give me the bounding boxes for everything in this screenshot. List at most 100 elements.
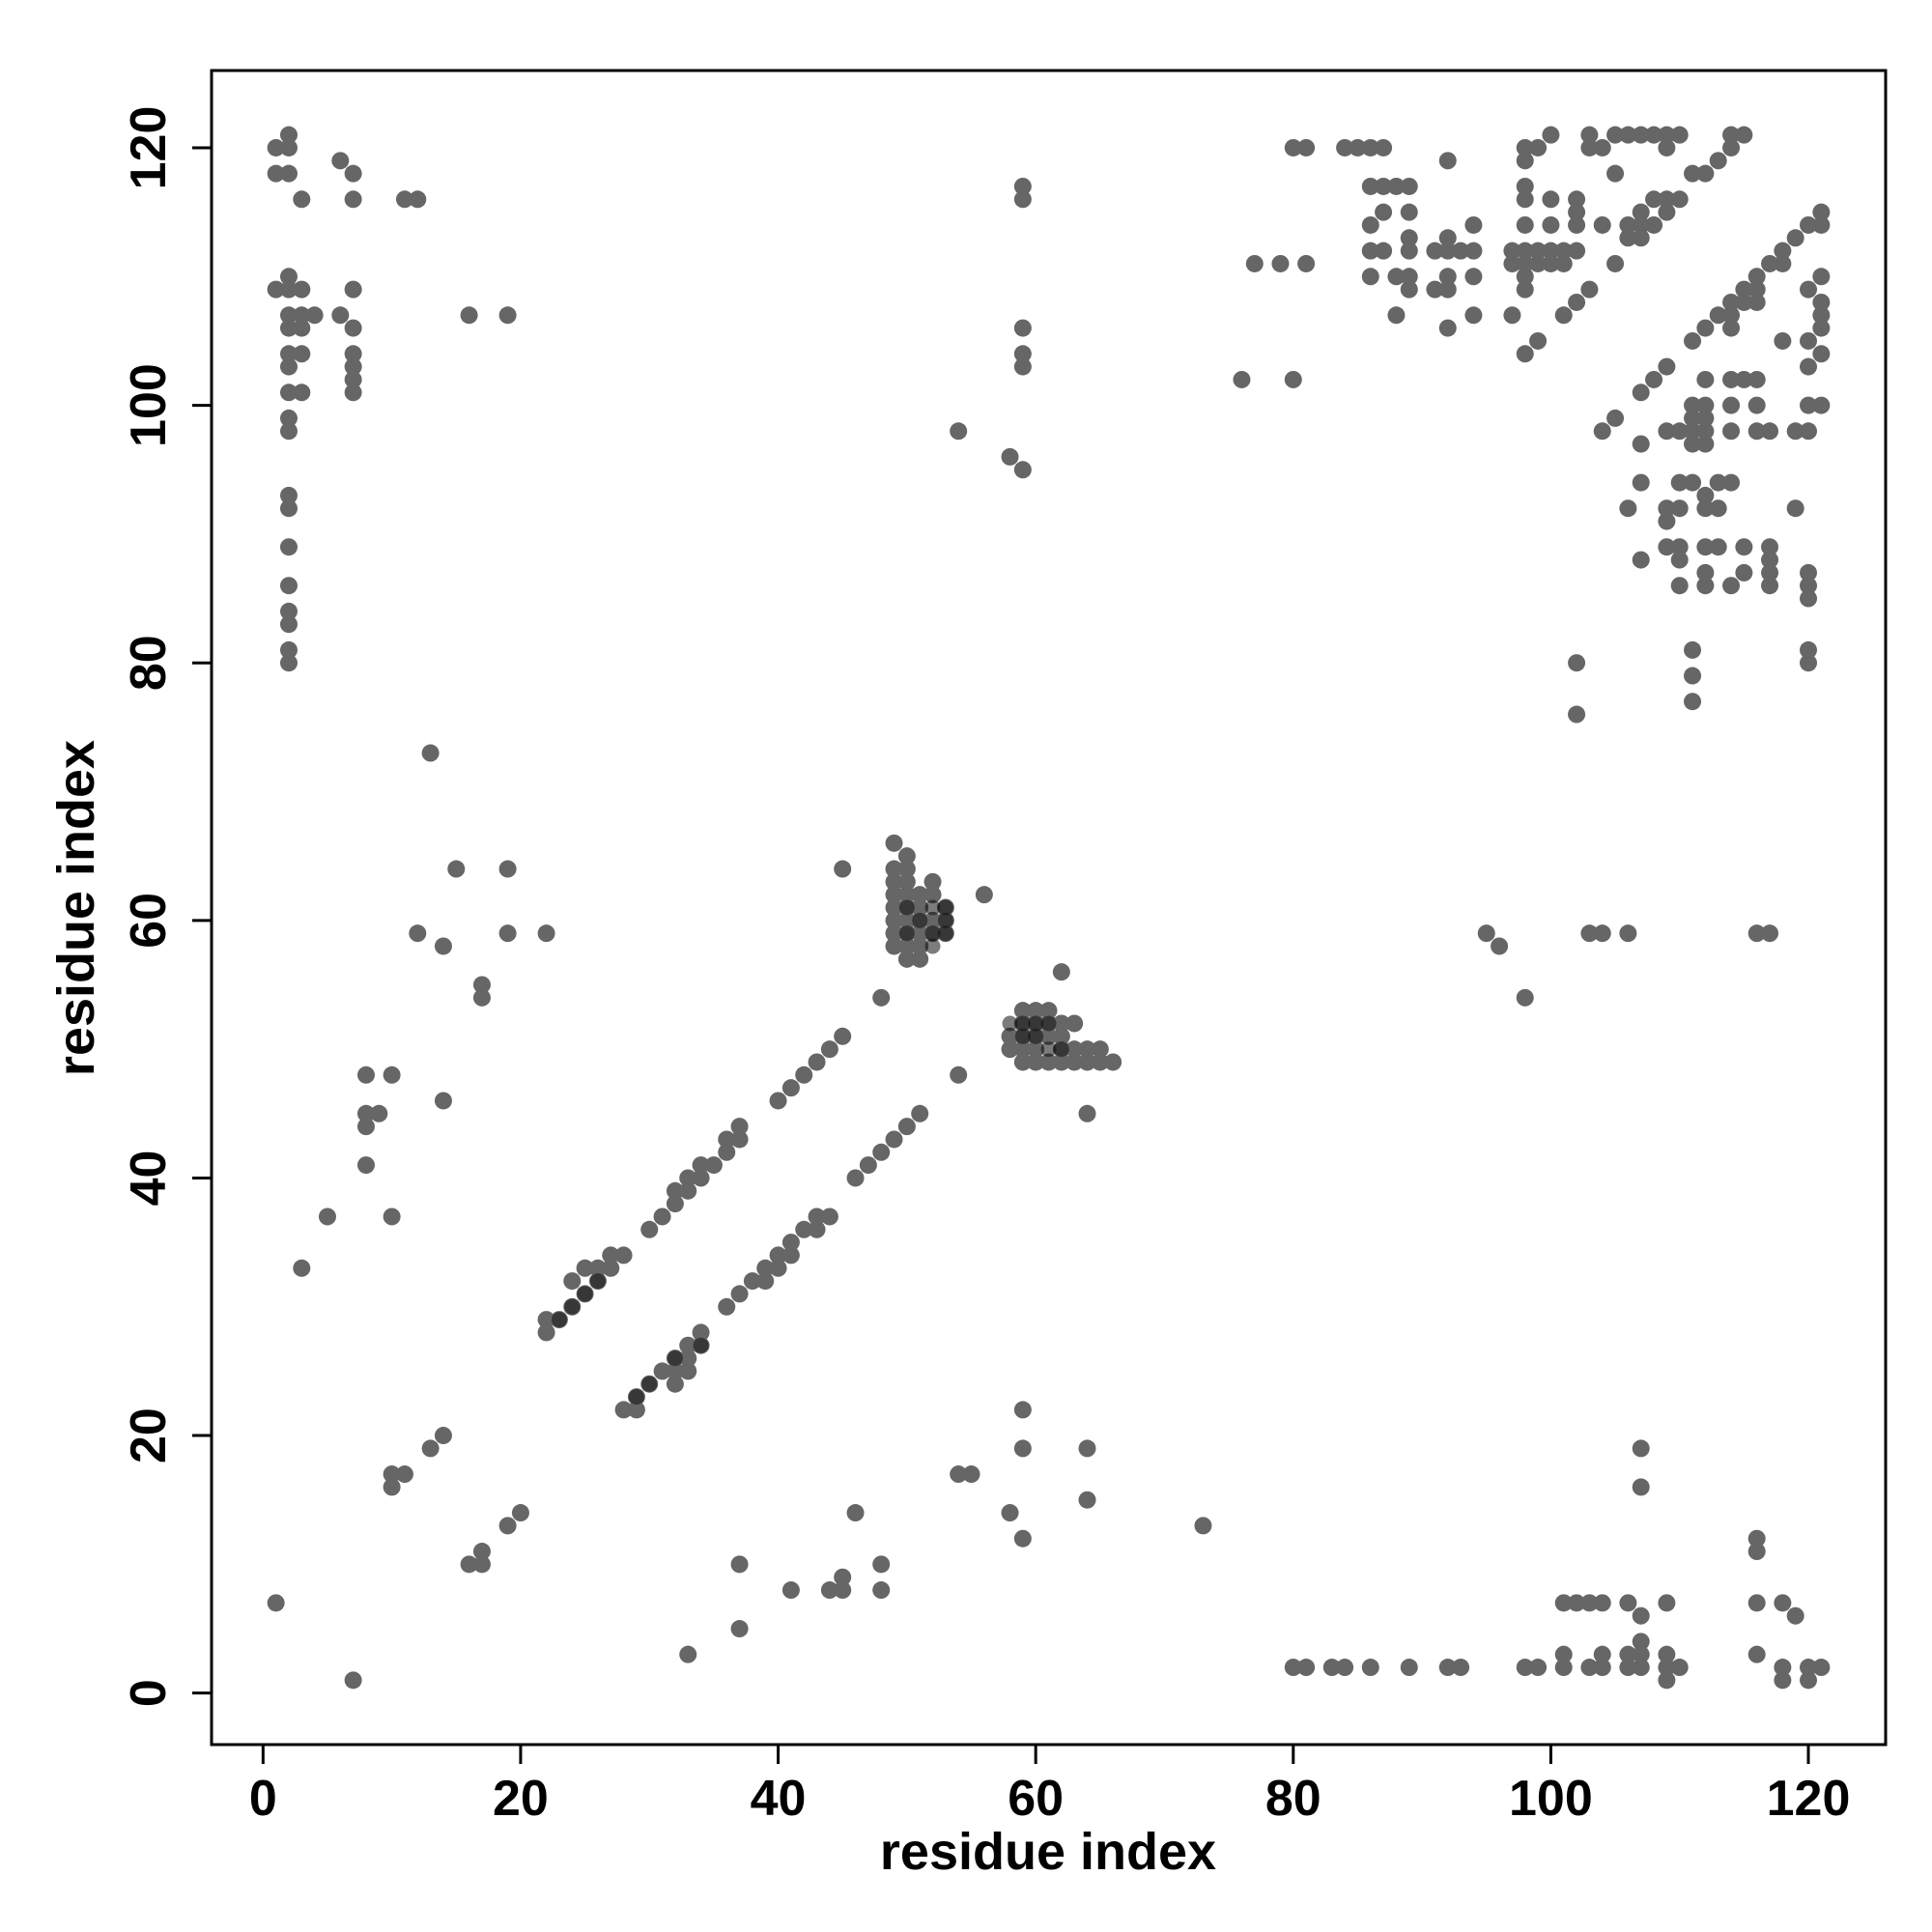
contact-point bbox=[1684, 422, 1702, 440]
contact-point bbox=[370, 1104, 388, 1122]
contact-point bbox=[1516, 254, 1534, 272]
contact-point bbox=[614, 1246, 633, 1264]
contact-point bbox=[1619, 1645, 1637, 1663]
contact-point bbox=[923, 886, 942, 904]
contact-point bbox=[1503, 254, 1521, 272]
contact-point bbox=[1438, 242, 1457, 260]
contact-point bbox=[1774, 242, 1792, 260]
contact-point bbox=[1800, 422, 1818, 440]
contact-point bbox=[1709, 538, 1727, 556]
contact-point bbox=[1542, 190, 1560, 209]
contact-point bbox=[1632, 1659, 1650, 1677]
contact-point bbox=[1297, 1659, 1316, 1677]
contact-point bbox=[331, 152, 350, 170]
plot-area bbox=[210, 69, 1888, 1747]
contact-point bbox=[1529, 242, 1548, 260]
contact-point bbox=[1696, 538, 1715, 556]
contact-point bbox=[279, 319, 298, 337]
contact-point bbox=[781, 1581, 800, 1600]
contact-point bbox=[434, 937, 452, 955]
contact-point bbox=[279, 126, 298, 144]
contact-point bbox=[1747, 422, 1766, 440]
contact-point bbox=[1800, 1659, 1818, 1677]
contact-point bbox=[1426, 242, 1444, 260]
contact-point bbox=[1568, 705, 1586, 724]
contact-point bbox=[1438, 229, 1457, 247]
contact-point bbox=[1747, 268, 1766, 286]
contact-point bbox=[1632, 1439, 1650, 1458]
contact-point bbox=[730, 1118, 749, 1136]
contact-point bbox=[1375, 138, 1393, 156]
contact-point bbox=[409, 190, 427, 209]
contact-point bbox=[267, 280, 285, 298]
contact-point bbox=[1761, 924, 1779, 943]
contact-point bbox=[1747, 1529, 1766, 1548]
contact-point bbox=[1568, 215, 1586, 234]
contact-point bbox=[1684, 693, 1702, 711]
contact-point bbox=[279, 164, 298, 183]
y-axis: 0 20 40 60 80 100 120 bbox=[121, 106, 213, 1707]
contact-point bbox=[1013, 1040, 1032, 1059]
contact-point bbox=[1027, 1002, 1045, 1020]
contact-point bbox=[950, 1465, 968, 1484]
contact-point bbox=[293, 384, 311, 402]
contact-point bbox=[1812, 306, 1831, 325]
contact-point bbox=[1632, 435, 1650, 453]
contact-point bbox=[1670, 126, 1689, 144]
contact-point bbox=[1696, 486, 1715, 504]
contact-point bbox=[1542, 126, 1560, 144]
y-tick-label: 0 bbox=[121, 1679, 177, 1707]
contact-point bbox=[756, 1259, 775, 1277]
contact-point bbox=[1684, 435, 1702, 453]
contact-point bbox=[872, 1581, 891, 1600]
contact-point bbox=[1078, 1040, 1096, 1059]
contact-point bbox=[279, 138, 298, 156]
contact-point bbox=[1568, 242, 1586, 260]
contact-point bbox=[1593, 924, 1611, 943]
contact-point bbox=[279, 357, 298, 376]
dense-contact-point bbox=[1028, 1015, 1044, 1032]
contact-point bbox=[1800, 640, 1818, 659]
contact-point bbox=[1580, 1594, 1599, 1612]
contact-point bbox=[781, 1234, 800, 1252]
contact-point bbox=[344, 280, 362, 298]
contact-point bbox=[1013, 1439, 1032, 1458]
contact-point bbox=[1349, 138, 1367, 156]
contact-point bbox=[1696, 499, 1715, 518]
contact-point bbox=[679, 1336, 697, 1354]
contact-point bbox=[1065, 1040, 1084, 1059]
contact-point bbox=[1284, 1659, 1302, 1677]
contact-point bbox=[820, 1208, 838, 1226]
contact-point bbox=[846, 1504, 865, 1522]
contact-point bbox=[434, 1092, 452, 1110]
contact-point bbox=[1039, 1002, 1058, 1020]
contact-point bbox=[1747, 280, 1766, 298]
contact-point bbox=[472, 976, 491, 994]
contact-point bbox=[1568, 190, 1586, 209]
contact-point bbox=[704, 1156, 723, 1175]
contact-point bbox=[885, 860, 903, 878]
contact-point bbox=[1696, 435, 1715, 453]
contact-point bbox=[1761, 577, 1779, 595]
contact-point bbox=[1658, 190, 1676, 209]
x-tick-label: 0 bbox=[249, 1771, 277, 1827]
contact-point bbox=[1722, 396, 1741, 414]
contact-point bbox=[1297, 254, 1316, 272]
contact-point bbox=[614, 1401, 633, 1419]
contact-point bbox=[1722, 473, 1741, 492]
contact-point bbox=[1709, 306, 1727, 325]
contact-point bbox=[460, 306, 478, 325]
contact-point bbox=[1658, 357, 1676, 376]
contact-point bbox=[1696, 563, 1715, 582]
contact-point bbox=[1722, 126, 1741, 144]
contact-point bbox=[1336, 138, 1354, 156]
contact-point bbox=[795, 1065, 813, 1084]
contact-point bbox=[344, 384, 362, 402]
contact-point bbox=[1001, 1027, 1019, 1045]
contact-point bbox=[897, 872, 916, 891]
contact-point bbox=[666, 1195, 684, 1213]
contact-point bbox=[1516, 177, 1534, 195]
contact-point bbox=[730, 1130, 749, 1149]
contact-point bbox=[627, 1401, 645, 1419]
contact-point bbox=[1619, 1659, 1637, 1677]
